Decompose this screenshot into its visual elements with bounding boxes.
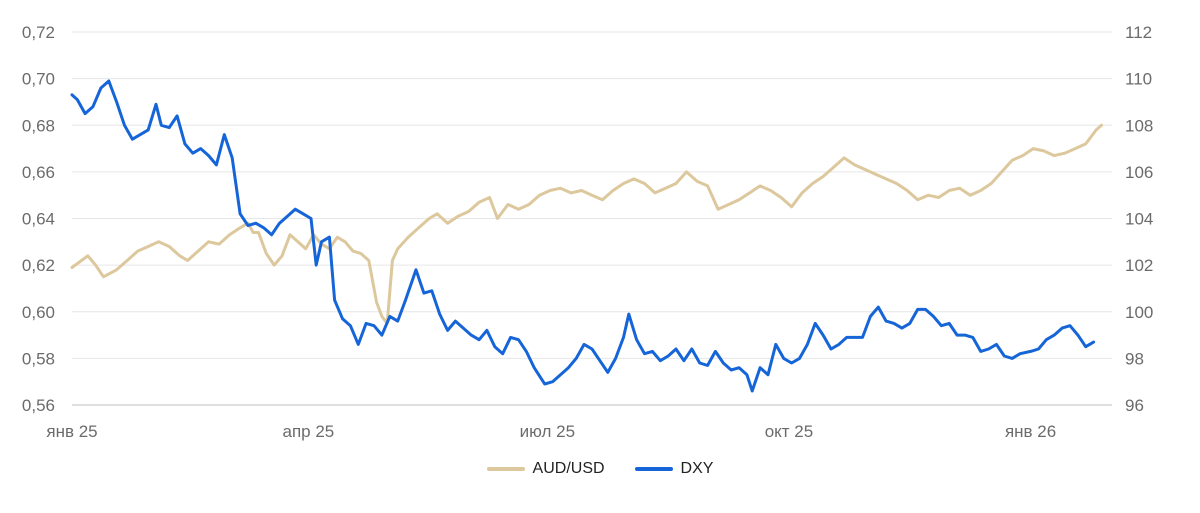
y-left-tick-label: 0,62: [22, 256, 55, 275]
series-line-aud-usd: [70, 123, 1103, 325]
y-right-tick-label: 108: [1125, 116, 1153, 135]
x-tick-label: янв 25: [46, 422, 97, 441]
x-tick-label: окт 25: [765, 422, 814, 441]
y-right-tick-label: 96: [1125, 396, 1144, 415]
y-right-tick-label: 102: [1125, 256, 1153, 275]
y-right-tick-label: 104: [1125, 210, 1153, 229]
legend-label-aud-usd: AUD/USD: [532, 460, 605, 477]
y-right-tick-label: 106: [1125, 163, 1153, 182]
y-right-tick-label: 112: [1125, 23, 1152, 42]
legend-item-aud-usd: AUD/USD: [486, 460, 605, 478]
y-left-tick-label: 0,70: [22, 70, 55, 89]
y-left-tick-label: 0,56: [22, 396, 55, 415]
y-right-tick-label: 110: [1125, 70, 1152, 89]
y-left-tick-label: 0,66: [22, 163, 55, 182]
legend-label-dxy: DXY: [680, 460, 714, 477]
y-left-tick-label: 0,68: [22, 116, 55, 135]
legend-swatch-dxy: [634, 467, 673, 471]
y-left-tick-label: 0,58: [22, 349, 55, 368]
legend-swatch-aud-usd: [486, 467, 525, 471]
x-tick-label: апр 25: [282, 422, 334, 441]
y-left-tick-label: 0,64: [22, 210, 55, 229]
x-tick-label: июл 25: [520, 422, 575, 441]
y-right-tick-label: 98: [1125, 349, 1144, 368]
y-right-tick-label: 100: [1125, 303, 1153, 322]
y-left-tick-label: 0,72: [22, 23, 55, 42]
legend-item-dxy: DXY: [634, 460, 714, 478]
legend: AUD/USD DXY: [0, 460, 1200, 478]
series-line-dxy: [70, 79, 1096, 393]
x-tick-label: янв 26: [1005, 422, 1056, 441]
y-left-tick-label: 0,60: [22, 303, 55, 322]
